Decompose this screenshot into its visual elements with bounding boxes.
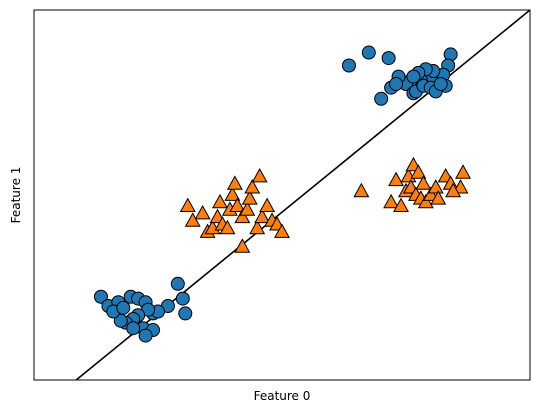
triangle-point — [179, 197, 196, 212]
triangle-point — [251, 167, 268, 183]
y-axis-label: Feature 1 — [9, 167, 23, 224]
triangle-point — [445, 182, 462, 198]
triangle-point — [455, 164, 472, 179]
triangle-point — [226, 175, 243, 190]
circle-point — [406, 69, 421, 84]
triangle-point — [224, 186, 241, 201]
circle-point — [381, 51, 396, 66]
triangle-point — [249, 219, 266, 235]
triangle-point — [254, 208, 271, 224]
circle-point — [126, 321, 141, 336]
plot-area — [75, 10, 530, 380]
circle-point — [178, 306, 193, 321]
triangle-point — [229, 197, 246, 212]
triangle-point — [184, 212, 201, 227]
triangle-point — [239, 201, 256, 216]
triangle-point — [410, 164, 427, 179]
circle-point — [93, 289, 108, 304]
triangle-point — [244, 179, 261, 194]
circle-point — [361, 45, 376, 60]
triangle-point — [388, 171, 405, 187]
triangle-point — [212, 193, 228, 209]
triangle-point — [452, 179, 469, 194]
circle-point — [341, 58, 356, 73]
triangle-point — [219, 219, 236, 235]
triangle-point — [427, 179, 444, 194]
circle-point — [374, 91, 389, 106]
x-axis-label: Feature 0 — [254, 389, 311, 403]
circle-point — [389, 77, 404, 91]
triangle-point — [417, 193, 434, 209]
triangle-point — [422, 186, 439, 201]
triangle-point — [430, 190, 447, 205]
triangle-point — [393, 197, 410, 212]
circle-point — [170, 276, 185, 291]
circle-point — [433, 77, 448, 91]
triangle-point — [241, 190, 258, 205]
circle-point — [138, 328, 153, 343]
triangle-point — [274, 223, 290, 238]
triangle-point — [194, 204, 211, 220]
triangle-point — [234, 238, 251, 253]
plot-frame — [33, 9, 531, 381]
triangle-point — [353, 182, 370, 198]
triangle-point — [415, 175, 432, 190]
triangle-point — [259, 197, 276, 212]
triangle-point — [383, 193, 400, 209]
triangle-point — [234, 208, 251, 224]
circle-point — [116, 300, 131, 315]
circle-point — [175, 291, 190, 306]
